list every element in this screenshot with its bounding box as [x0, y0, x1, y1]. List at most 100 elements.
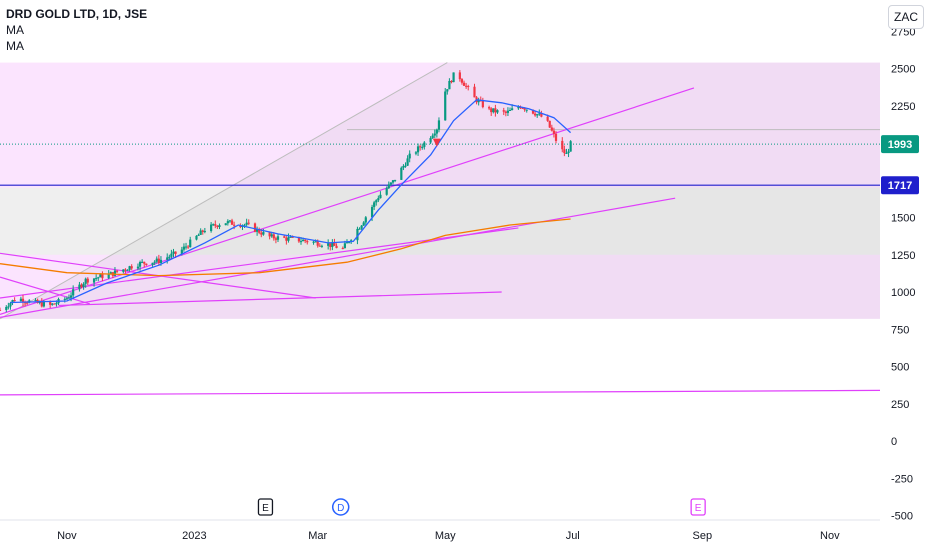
- candle-body: [435, 129, 438, 134]
- candle: [362, 221, 365, 227]
- candle: [525, 109, 528, 113]
- candle: [228, 219, 232, 223]
- candle: [201, 229, 204, 235]
- candle: [481, 97, 484, 109]
- candle-body: [184, 246, 188, 248]
- candle: [554, 131, 558, 144]
- candle: [320, 244, 324, 248]
- candle: [285, 236, 288, 245]
- candle: [318, 243, 321, 247]
- candle: [387, 181, 390, 190]
- candle-body: [550, 127, 553, 131]
- candle-body: [565, 152, 568, 154]
- candle: [226, 219, 229, 226]
- candle: [19, 296, 23, 302]
- candle: [379, 191, 382, 199]
- candle: [172, 248, 175, 258]
- event-marker-earnings: E: [690, 498, 706, 516]
- candle-body: [272, 234, 275, 239]
- candle-body: [525, 109, 528, 111]
- candle: [402, 164, 405, 171]
- candle-body: [387, 184, 390, 189]
- candle-body: [343, 243, 346, 249]
- candle-body: [270, 234, 273, 237]
- candle-body: [67, 297, 71, 299]
- candle-body: [473, 86, 476, 98]
- candle: [128, 265, 131, 272]
- candle-body: [128, 266, 131, 270]
- candle-body: [72, 289, 75, 296]
- candle-body: [138, 262, 142, 267]
- price-tick-label: 2250: [891, 101, 915, 113]
- candle: [21, 294, 25, 307]
- candle-body: [239, 225, 242, 227]
- candle-body: [122, 269, 125, 272]
- candle: [182, 243, 186, 252]
- candle-body: [38, 301, 41, 303]
- candle-body: [421, 146, 424, 148]
- candle-body: [287, 237, 290, 241]
- candle-body: [548, 120, 551, 128]
- candle: [130, 264, 133, 271]
- candle-body: [260, 232, 263, 235]
- candle-body: [153, 261, 156, 263]
- candle-body: [224, 223, 227, 226]
- candle-body: [285, 237, 288, 241]
- candle: [506, 107, 510, 116]
- candle: [450, 80, 453, 84]
- candle: [195, 235, 198, 241]
- candle-body: [141, 261, 144, 263]
- candle-body: [393, 179, 397, 181]
- candle: [540, 110, 543, 118]
- candle-body: [107, 273, 110, 279]
- candle-body: [99, 274, 102, 278]
- candle-body: [465, 85, 468, 87]
- candle-body: [92, 278, 96, 283]
- candle-body: [511, 108, 514, 110]
- time-axis: Nov 2023 Mar May Jul Sep Nov: [0, 519, 880, 542]
- price-tick-label: 500: [891, 362, 909, 374]
- indicator-ma-2[interactable]: MA: [6, 39, 24, 53]
- candle: [429, 136, 432, 145]
- candle-body: [53, 303, 56, 305]
- time-tick-label: Nov: [57, 530, 77, 542]
- candle: [13, 297, 16, 302]
- candle: [444, 87, 447, 121]
- candle-body: [364, 217, 367, 223]
- candle-body: [80, 284, 83, 287]
- candle: [126, 269, 129, 271]
- candle-body: [126, 269, 129, 271]
- candle: [145, 263, 148, 266]
- candle: [138, 260, 142, 271]
- candle-body: [540, 113, 543, 117]
- indicator-ma-1[interactable]: MA: [6, 23, 24, 37]
- price-badge-label: 1993: [888, 139, 912, 151]
- candle-body: [561, 140, 564, 150]
- candle-body: [536, 114, 539, 116]
- candle-body: [375, 200, 378, 203]
- candle-body: [458, 72, 461, 80]
- candle: [153, 260, 156, 266]
- price-tick-label: 1000: [891, 287, 915, 299]
- candle: [122, 269, 125, 274]
- candle-body: [452, 72, 455, 83]
- candle: [184, 242, 188, 250]
- trendline-lower-channel: [0, 197, 676, 318]
- candle-body: [115, 270, 119, 272]
- candle-body: [304, 239, 307, 242]
- symbol-title[interactable]: DRD GOLD LTD, 1D, JSE: [6, 7, 148, 21]
- candle: [212, 223, 215, 226]
- currency-button[interactable]: ZAC: [888, 5, 924, 29]
- candle: [408, 150, 411, 163]
- event-marker-dividend: D: [331, 498, 350, 516]
- candle: [534, 111, 537, 117]
- candle-body: [34, 299, 37, 301]
- candle-body: [201, 230, 204, 232]
- candle-body: [318, 245, 321, 247]
- candle-body: [9, 302, 12, 307]
- candle: [84, 277, 87, 288]
- candle: [416, 143, 420, 156]
- candle-body: [373, 202, 376, 207]
